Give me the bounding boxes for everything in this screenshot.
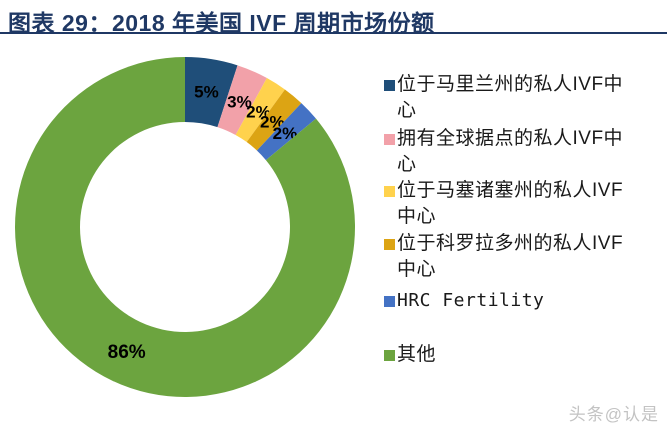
- legend-swatch-icon: [384, 186, 395, 197]
- legend-label: 其他: [397, 344, 437, 365]
- donut-slice: [217, 65, 267, 135]
- donut-slice: [256, 103, 316, 161]
- legend-swatch-icon: [384, 239, 395, 250]
- title-underline: [0, 32, 667, 34]
- legend-label: 拥有全球据点的私人IVF中心: [397, 128, 624, 175]
- legend-swatch-icon: [384, 296, 395, 307]
- legend-label: 位于马里兰州的私人IVF中心: [397, 74, 624, 121]
- donut-slice: [246, 89, 302, 151]
- chart-legend: 位于马里兰州的私人IVF中心 拥有全球据点的私人IVF中心 位于马塞诸塞州的私人…: [384, 70, 662, 368]
- legend-swatch-icon: [384, 350, 395, 361]
- slice-label: 2%: [260, 112, 285, 131]
- legend-item: 位于马塞诸塞州的私人IVF中心: [384, 178, 662, 230]
- page-title: 图表 29：2018 年美国 IVF 周期市场份额: [8, 10, 435, 36]
- donut-chart: 5%3%2%2%2%86%: [15, 57, 356, 398]
- donut-slice: [235, 78, 285, 143]
- slice-label: 2%: [273, 124, 298, 143]
- legend-swatch-icon: [384, 134, 395, 145]
- legend-label: HRC Fertility: [397, 290, 545, 311]
- legend-swatch-icon: [384, 80, 395, 91]
- slice-label: 86%: [108, 342, 146, 363]
- legend-item: HRC Fertility: [384, 288, 662, 314]
- legend-label: 位于科罗拉多州的私人IVF中心: [397, 233, 624, 280]
- slice-label: 2%: [246, 102, 271, 121]
- watermark: 头条@认是: [568, 405, 659, 424]
- chart-header: 图表 29：2018 年美国 IVF 周期市场份额: [0, 0, 667, 38]
- legend-item: 其他: [384, 342, 662, 368]
- legend-item: 位于马里兰州的私人IVF中心: [384, 72, 662, 124]
- legend-item: 位于科罗拉多州的私人IVF中心: [384, 231, 662, 283]
- slice-label: 5%: [194, 83, 219, 102]
- donut-slice: [185, 57, 238, 128]
- legend-item: 拥有全球据点的私人IVF中心: [384, 126, 662, 178]
- legend-label: 位于马塞诸塞州的私人IVF中心: [397, 180, 624, 227]
- donut-slice: [15, 57, 356, 398]
- slice-label: 3%: [227, 92, 252, 111]
